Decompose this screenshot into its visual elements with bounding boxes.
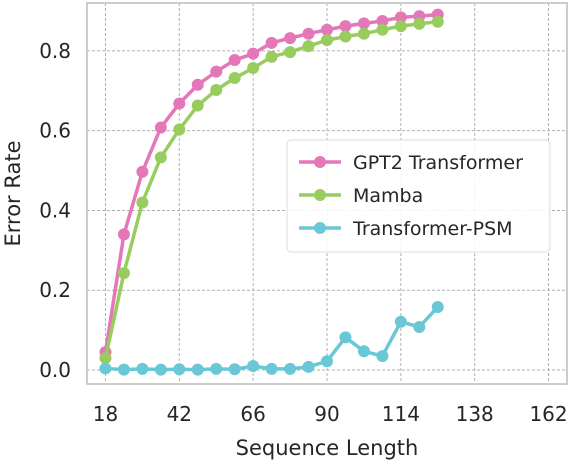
data-point-0-3 <box>154 121 167 134</box>
data-point-1-6 <box>210 83 223 96</box>
data-point-0-7 <box>228 54 241 67</box>
series-lines <box>99 8 444 376</box>
data-point-2-4 <box>173 363 186 376</box>
data-point-0-14 <box>357 17 370 30</box>
data-point-1-10 <box>284 46 297 59</box>
y-tick-label-1: 0.2 <box>39 278 71 302</box>
plot-frame <box>86 2 568 385</box>
data-point-2-1 <box>117 363 130 376</box>
x-tick-label-4: 114 <box>382 402 420 426</box>
data-point-2-12 <box>321 355 333 368</box>
y-tick-label-2: 0.4 <box>39 198 71 222</box>
data-point-2-18 <box>431 301 444 314</box>
series-1 <box>99 15 444 365</box>
data-point-2-13 <box>339 331 352 344</box>
data-point-1-0 <box>99 352 112 365</box>
legend-label-0: GPT2 Transformer <box>353 152 523 174</box>
legend-box <box>286 139 551 253</box>
data-point-0-8 <box>247 47 260 60</box>
data-point-0-2 <box>136 165 149 178</box>
x-tick-label-6: 162 <box>529 402 567 426</box>
data-point-1-14 <box>357 27 370 40</box>
data-point-2-5 <box>191 363 204 376</box>
y-tick-label-3: 0.6 <box>39 119 71 143</box>
data-point-1-4 <box>173 123 186 136</box>
data-point-1-7 <box>228 72 241 85</box>
data-point-2-3 <box>154 363 167 376</box>
legend-label-2: Transformer-PSM <box>352 218 513 240</box>
data-point-2-8 <box>247 360 260 373</box>
series-2 <box>99 301 444 376</box>
data-point-0-4 <box>173 97 186 110</box>
data-point-2-16 <box>394 315 407 328</box>
data-point-2-7 <box>228 363 241 376</box>
data-point-0-12 <box>321 23 333 36</box>
y-tick-label-0: 0.0 <box>39 358 71 382</box>
data-point-1-5 <box>191 99 204 112</box>
series-line-2 <box>105 305 440 372</box>
data-point-1-12 <box>321 34 333 47</box>
legend-entry-2: Transformer-PSM <box>299 218 513 240</box>
data-point-1-9 <box>265 50 278 63</box>
data-point-2-9 <box>265 362 278 375</box>
legend-entry-0: GPT2 Transformer <box>299 152 523 174</box>
series-0 <box>99 8 444 359</box>
data-point-1-18 <box>431 15 444 28</box>
data-point-0-10 <box>284 32 297 45</box>
data-point-2-17 <box>413 320 426 333</box>
data-point-1-16 <box>394 20 407 33</box>
y-tick-labels: 0.0 0.2 0.4 0.6 0.8 <box>39 39 71 382</box>
x-tick-label-5: 138 <box>456 402 494 426</box>
x-tick-label-0: 18 <box>93 402 118 426</box>
data-point-0-6 <box>210 65 223 78</box>
data-point-1-17 <box>413 17 426 30</box>
legend-marker-2 <box>314 222 326 234</box>
data-point-2-0 <box>99 362 112 375</box>
data-point-0-11 <box>302 27 315 40</box>
data-point-0-9 <box>265 36 278 49</box>
data-point-0-16 <box>394 11 407 24</box>
data-point-1-1 <box>117 267 130 280</box>
legend: GPT2 Transformer Mamba Transformer-PSM <box>286 139 551 253</box>
data-point-2-10 <box>284 362 297 375</box>
data-point-1-8 <box>247 62 260 75</box>
data-point-0-13 <box>339 20 352 33</box>
data-point-2-6 <box>210 362 223 375</box>
data-point-2-11 <box>302 360 315 373</box>
data-point-0-5 <box>191 78 204 91</box>
legend-entry-1: Mamba <box>299 185 423 207</box>
x-tick-label-1: 42 <box>167 402 192 426</box>
x-tick-labels: 18 42 66 90 114 138 162 <box>93 402 568 426</box>
legend-marker-0 <box>314 156 326 168</box>
y-tick-label-4: 0.8 <box>39 39 71 63</box>
x-axis-label: Sequence Length <box>236 436 419 460</box>
data-point-1-15 <box>376 23 389 36</box>
data-point-1-2 <box>136 196 149 209</box>
data-point-0-1 <box>117 228 130 241</box>
data-point-2-2 <box>136 362 149 375</box>
legend-label-1: Mamba <box>353 185 423 207</box>
data-point-1-13 <box>339 30 352 43</box>
data-point-2-15 <box>376 350 389 363</box>
x-tick-label-2: 66 <box>240 402 265 426</box>
legend-marker-1 <box>314 189 326 201</box>
data-point-0-15 <box>376 14 389 27</box>
data-point-1-3 <box>154 151 167 164</box>
y-axis-label: Error Rate <box>1 140 25 246</box>
data-point-2-14 <box>357 345 370 358</box>
x-tick-label-3: 90 <box>314 402 339 426</box>
data-point-1-11 <box>302 40 315 53</box>
